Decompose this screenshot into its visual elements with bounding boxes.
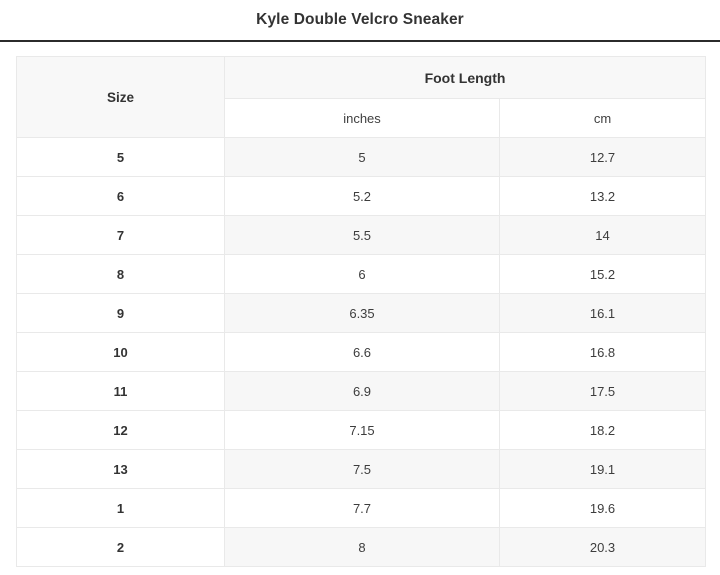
cell-cm: 16.1	[499, 293, 706, 333]
size-table-container: Size Foot Length inches cm 5 5 12.7 6 5.2 13.…	[0, 42, 720, 567]
cell-cm: 15.2	[499, 254, 706, 294]
column-header-foot-length: Foot Length	[224, 56, 706, 99]
cell-inches: 8	[224, 527, 500, 567]
page-title: Kyle Double Velcro Sneaker	[256, 11, 464, 29]
table-row: 9 6.35 16.1	[16, 293, 706, 333]
table-row: 1 7.7 19.6	[16, 488, 706, 528]
table-body: 5 5 12.7 6 5.2 13.2 7 5.5 14 8 6 15.2 9 6.35 16.1 10 6.6…	[16, 137, 706, 567]
table-row: 7 5.5 14	[16, 215, 706, 255]
column-header-size: Size	[16, 56, 225, 138]
title-bar: Kyle Double Velcro Sneaker	[0, 0, 720, 42]
cell-inches: 5	[224, 137, 500, 177]
cell-cm: 20.3	[499, 527, 706, 567]
header-row-primary: Size Foot Length	[16, 56, 706, 138]
column-header-cm: cm	[499, 98, 706, 138]
cell-size: 9	[16, 293, 225, 333]
table-row: 13 7.5 19.1	[16, 449, 706, 489]
cell-size: 6	[16, 176, 225, 216]
cell-size: 7	[16, 215, 225, 255]
cell-inches: 6.9	[224, 371, 500, 411]
cell-cm: 19.1	[499, 449, 706, 489]
table-row: 5 5 12.7	[16, 137, 706, 177]
cell-inches: 7.7	[224, 488, 500, 528]
header-row-secondary: inches cm	[17, 98, 706, 138]
table-row: 2 8 20.3	[16, 527, 706, 567]
cell-inches: 6.35	[224, 293, 500, 333]
cell-size: 5	[16, 137, 225, 177]
cell-inches: 6.6	[224, 332, 500, 372]
column-header-inches: inches	[224, 98, 500, 138]
cell-inches: 7.15	[224, 410, 500, 450]
cell-cm: 18.2	[499, 410, 706, 450]
cell-size: 8	[16, 254, 225, 294]
cell-size: 10	[16, 332, 225, 372]
table-row: 12 7.15 18.2	[16, 410, 706, 450]
cell-cm: 12.7	[499, 137, 706, 177]
table-header: Size Foot Length inches cm	[16, 56, 706, 138]
cell-size: 1	[16, 488, 225, 528]
cell-cm: 14	[499, 215, 706, 255]
cell-cm: 17.5	[499, 371, 706, 411]
table-row: 11 6.9 17.5	[16, 371, 706, 411]
cell-cm: 13.2	[499, 176, 706, 216]
table-row: 6 5.2 13.2	[16, 176, 706, 216]
cell-size: 11	[16, 371, 225, 411]
cell-size: 2	[16, 527, 225, 567]
cell-inches: 6	[224, 254, 500, 294]
cell-cm: 16.8	[499, 332, 706, 372]
cell-cm: 19.6	[499, 488, 706, 528]
cell-inches: 5.2	[224, 176, 500, 216]
cell-size: 13	[16, 449, 225, 489]
size-chart-table: Size Foot Length inches cm 5 5 12.7 6 5.2 13.…	[16, 56, 706, 567]
cell-size: 12	[16, 410, 225, 450]
table-row: 10 6.6 16.8	[16, 332, 706, 372]
cell-inches: 7.5	[224, 449, 500, 489]
table-row: 8 6 15.2	[16, 254, 706, 294]
cell-inches: 5.5	[224, 215, 500, 255]
